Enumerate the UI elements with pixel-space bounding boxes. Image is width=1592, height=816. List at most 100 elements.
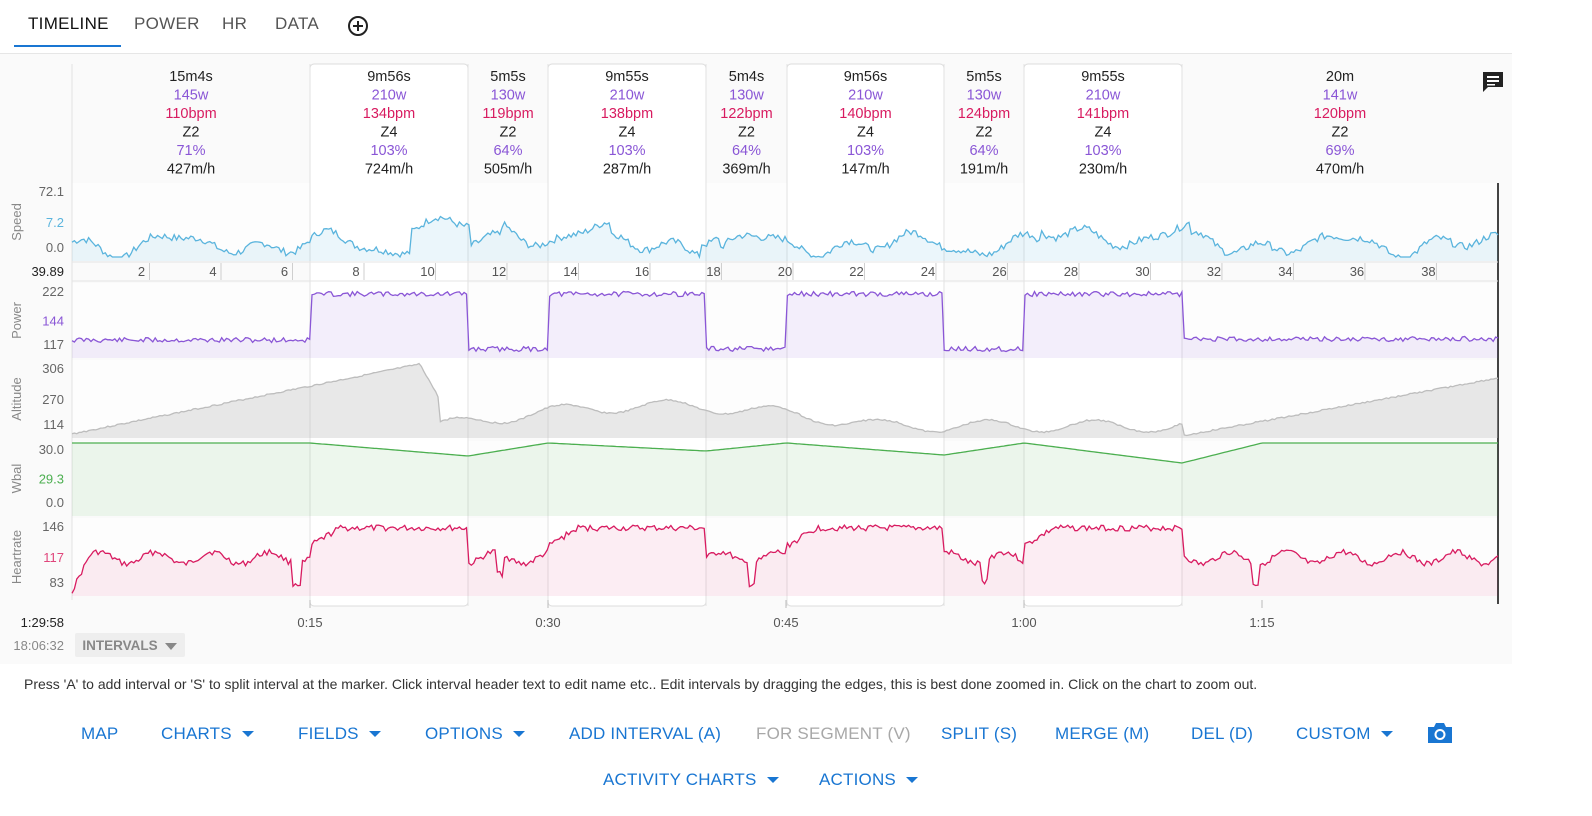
interval-hr: 119bpm: [482, 106, 533, 122]
comment-icon[interactable]: [1480, 69, 1506, 95]
interval-pct: 103%: [370, 143, 407, 159]
distance-mark: 12: [492, 264, 506, 279]
axis-title-power: Power: [9, 301, 24, 339]
tick-wbal: 30.0: [39, 442, 64, 457]
distance-total: 39.89: [31, 264, 64, 279]
plus-circle-icon[interactable]: [347, 15, 369, 37]
interval-time: 9m55s: [1081, 69, 1125, 85]
interval-time: 5m4s: [729, 69, 764, 85]
fields-dropdown[interactable]: FIELDS: [298, 724, 381, 744]
interval-power: 210w: [372, 88, 407, 104]
interval-vam: 230m/h: [1079, 162, 1127, 178]
interval-power: 210w: [848, 88, 883, 104]
timeline-chart[interactable]: 15m4s 145w 110bpm Z2 71% 427m/h 9m56s 210w 134bp…: [0, 54, 1512, 664]
activity-charts-dropdown[interactable]: ACTIVITY CHARTS: [603, 770, 779, 790]
add-interval-button[interactable]: ADD INTERVAL (A): [569, 724, 722, 743]
interval-vam: 470m/h: [1316, 162, 1364, 178]
axis-title-altitude: Altitude: [9, 377, 24, 420]
custom-dropdown[interactable]: CUSTOM: [1296, 724, 1393, 744]
timeline-chart-area[interactable]: 15m4s 145w 110bpm Z2 71% 427m/h 9m56s 210w 134bp…: [0, 54, 1512, 664]
time-label: 0:15: [297, 615, 322, 630]
interval-power: 130w: [491, 88, 526, 104]
speed-series-area: [72, 216, 1498, 261]
tab-data[interactable]: DATA: [275, 14, 320, 33]
tick-power: 144: [42, 314, 64, 329]
distance-mark: 8: [352, 264, 359, 279]
distance-mark: 28: [1064, 264, 1078, 279]
distance-mark: 10: [420, 264, 434, 279]
time-label: 0:45: [773, 615, 798, 630]
interval-hr: 138bpm: [601, 106, 653, 122]
power-series-area: [72, 291, 1498, 358]
tick-altitude: 306: [42, 361, 64, 376]
active-tab-indicator: [14, 45, 121, 47]
interval-hr: 141bpm: [1077, 106, 1129, 122]
altitude-series-area: [72, 363, 1498, 438]
charts-dropdown[interactable]: CHARTS: [161, 724, 254, 744]
delete-button[interactable]: DEL (D): [1191, 724, 1254, 743]
caret-down-icon: [766, 776, 779, 783]
distance-mark: 16: [635, 264, 649, 279]
interval-time: 5m5s: [966, 69, 1001, 85]
heartrate-series-line: [71, 523, 1499, 594]
for-segment-button[interactable]: FOR SEGMENT (V): [756, 724, 911, 743]
power-series-line: [71, 289, 1499, 353]
tick-heartrate: 146: [42, 519, 64, 534]
distance-mark: 38: [1421, 264, 1435, 279]
time-total: 1:29:58: [21, 615, 64, 630]
intervals-dropdown[interactable]: [75, 633, 185, 657]
caret-down-icon: [165, 643, 177, 650]
interval-vam: 147m/h: [841, 162, 889, 178]
interval-pct: 103%: [608, 143, 645, 159]
distance-mark: 24: [921, 264, 935, 279]
map-button[interactable]: MAP: [81, 724, 119, 743]
interval-time: 9m56s: [367, 69, 411, 85]
interval-power: 130w: [967, 88, 1002, 104]
tick-wbal: 29.3: [39, 472, 64, 487]
tick-power: 222: [42, 284, 64, 299]
help-text: Press 'A' to add interval or 'S' to spli…: [24, 676, 1258, 692]
time-label: 1:00: [1011, 615, 1036, 630]
interval-pct: 103%: [1084, 143, 1121, 159]
actions-dropdown[interactable]: ACTIONS: [819, 770, 918, 790]
interval-zone: Z4: [381, 125, 398, 141]
time-label: 1:15: [1249, 615, 1274, 630]
interval-vam: 724m/h: [365, 162, 413, 178]
interval-power: 141w: [1323, 88, 1358, 104]
tick-speed: 0.0: [46, 240, 64, 255]
interval-time: 20m: [1326, 69, 1354, 85]
tab-hr[interactable]: HR: [222, 14, 248, 33]
time-label: 0:30: [535, 615, 560, 630]
interval-vam: 369m/h: [722, 162, 770, 178]
interval-zone: Z2: [976, 125, 993, 141]
intervals-dropdown-label: INTERVALS: [82, 638, 157, 653]
interval-zone: Z2: [1332, 125, 1349, 141]
interval-pct: 103%: [847, 143, 884, 159]
interval-time: 15m4s: [169, 69, 213, 85]
distance-mark: 30: [1135, 264, 1149, 279]
caret-down-icon: [1380, 730, 1393, 737]
distance-mark: 18: [706, 264, 720, 279]
options-dropdown[interactable]: OPTIONS: [425, 724, 525, 744]
interval-power: 145w: [174, 88, 209, 104]
interval-hr: 140bpm: [839, 106, 891, 122]
tick-heartrate: 83: [50, 575, 64, 590]
split-button[interactable]: SPLIT (S): [941, 724, 1018, 743]
divider: [0, 53, 1512, 54]
interval-time: 5m5s: [490, 69, 525, 85]
caret-down-icon: [368, 730, 381, 737]
distance-mark: 34: [1278, 264, 1292, 279]
interval-vam: 287m/h: [603, 162, 651, 178]
interval-pct: 64%: [732, 143, 761, 159]
caret-down-icon: [241, 730, 254, 737]
interval-zone: Z4: [619, 125, 636, 141]
heartrate-series-area: [72, 525, 1498, 596]
distance-mark: 2: [138, 264, 145, 279]
camera-icon[interactable]: [1426, 721, 1454, 745]
tab-timeline[interactable]: TIMELINE: [28, 14, 109, 33]
tick-wbal: 0.0: [46, 495, 64, 510]
merge-button[interactable]: MERGE (M): [1055, 724, 1150, 743]
tick-altitude: 270: [42, 392, 64, 407]
tab-power[interactable]: POWER: [134, 14, 200, 33]
distance-mark: 6: [281, 264, 288, 279]
